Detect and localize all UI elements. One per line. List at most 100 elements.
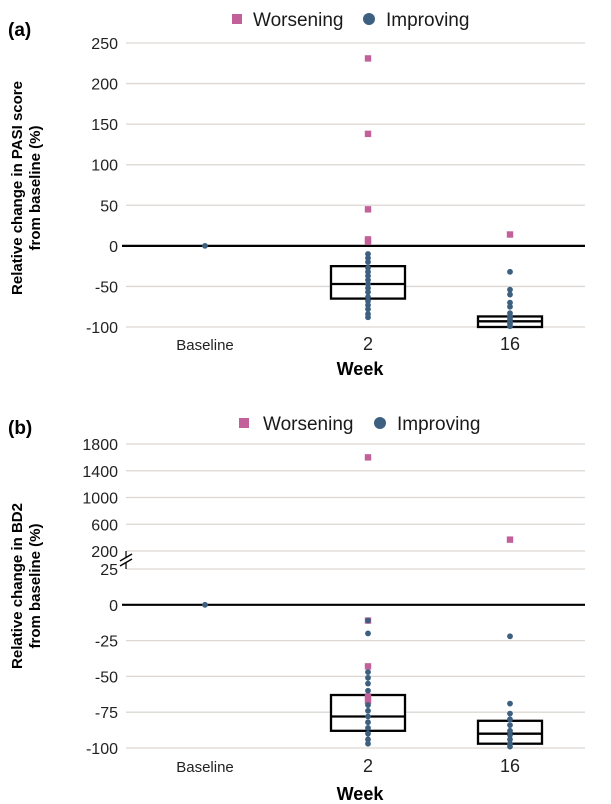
legend-worsening-label: Worsening (263, 414, 353, 435)
worsening-point (364, 697, 372, 704)
improving-point (365, 314, 371, 321)
legend-improving-label: Improving (397, 414, 480, 435)
improving-point (365, 713, 371, 720)
y-tick-label: 0 (109, 598, 118, 615)
improving-point (507, 727, 513, 734)
improving-point (365, 277, 371, 283)
improving-point (365, 251, 371, 257)
x-tick-label: 16 (500, 334, 520, 354)
legend-improving-label: Improving (386, 10, 469, 31)
improving-point (365, 268, 371, 275)
improving-point (365, 302, 371, 308)
improving-point (365, 669, 371, 676)
worsening-point (364, 693, 372, 700)
improving-point (365, 707, 371, 714)
axis-break-mark (119, 553, 133, 562)
improving-point (365, 674, 371, 681)
improving-point (365, 740, 371, 747)
y-tick-label: 150 (91, 117, 118, 134)
panel-label: (a) (8, 20, 31, 41)
improving-point (365, 687, 371, 694)
improving-point (365, 730, 371, 737)
y-tick-label: -25 (95, 634, 118, 651)
x-axis-title: Week (337, 784, 385, 804)
y-tick-label: 200 (91, 544, 118, 561)
y-tick-label: 250 (91, 36, 118, 53)
worsening-point (364, 206, 372, 213)
y-tick-label: 1400 (82, 464, 118, 481)
y-axis-title: from baseline (%) (27, 523, 44, 648)
improving-point (507, 716, 513, 723)
worsening-point (364, 130, 372, 138)
x-tick-label: Baseline (176, 337, 234, 354)
worsening-point (364, 238, 372, 245)
improving-point (507, 743, 513, 750)
worsening-point (364, 663, 372, 670)
improving-point (507, 736, 513, 743)
improving-point (507, 710, 513, 717)
improving-point (365, 255, 371, 261)
y-tick-label: 0 (109, 239, 118, 256)
axis-break-mark (119, 558, 133, 567)
y-tick-label: -75 (95, 705, 118, 722)
y-tick-label: -100 (86, 320, 118, 337)
x-tick-label: Baseline (176, 759, 234, 776)
y-axis-title-group: Relative change in PASI score from baseli… (9, 81, 44, 295)
improving-point (365, 259, 371, 265)
improving-point (507, 291, 513, 298)
y-tick-label: -100 (86, 741, 118, 758)
improving-point (202, 242, 208, 249)
improving-point (365, 630, 371, 637)
y-axis-title-group: Relative change in BD2 from baseline (%) (9, 503, 44, 669)
worsening-point (506, 536, 514, 543)
panel-label: (b) (8, 418, 32, 439)
improving-point (507, 633, 513, 640)
improving-point (507, 700, 513, 707)
improving-point (507, 732, 513, 739)
improving-point (365, 264, 371, 271)
improving-point (365, 289, 371, 296)
x-tick-label: 2 (363, 756, 373, 776)
y-tick-label: 25 (100, 562, 118, 579)
improving-point (365, 294, 371, 300)
improving-point (202, 601, 208, 608)
worsening-point (364, 454, 372, 461)
worsening-point (506, 231, 514, 238)
y-tick-label: 1800 (82, 437, 118, 454)
legend-worsening-label: Worsening (253, 10, 343, 31)
improving-point (365, 680, 371, 687)
y-axis-title: Relative change in BD2 (9, 503, 26, 669)
improving-point (365, 736, 371, 743)
improving-point (365, 702, 371, 708)
legend-improving-marker (363, 13, 375, 25)
legend-worsening-marker (239, 418, 249, 428)
y-tick-label: 200 (91, 77, 118, 94)
worsening-point (364, 55, 372, 62)
improving-point (507, 303, 513, 310)
x-axis-title: Week (337, 359, 385, 379)
improving-point (365, 272, 371, 279)
improving-point (507, 268, 513, 275)
improving-point (365, 719, 371, 726)
improving-point (365, 725, 371, 731)
x-tick-label: 16 (500, 756, 520, 776)
improving-point (365, 285, 371, 291)
improving-point (507, 722, 513, 728)
legend-worsening-marker (232, 14, 242, 24)
improving-point (365, 281, 371, 287)
legend-improving-marker (374, 417, 386, 429)
y-axis-title: Relative change in PASI score (9, 81, 26, 295)
y-tick-label: 100 (91, 158, 118, 175)
improving-point (507, 286, 513, 293)
y-tick-label: -50 (95, 279, 118, 296)
y-axis-title: from baseline (%) (27, 125, 44, 250)
improving-point (507, 323, 513, 330)
improving-point (507, 299, 513, 306)
y-tick-label: 50 (100, 198, 118, 215)
improving-point (365, 617, 371, 624)
y-tick-label: 600 (91, 517, 118, 534)
y-tick-label: 1000 (82, 491, 118, 508)
improving-point (365, 306, 371, 313)
improving-point (365, 298, 371, 304)
